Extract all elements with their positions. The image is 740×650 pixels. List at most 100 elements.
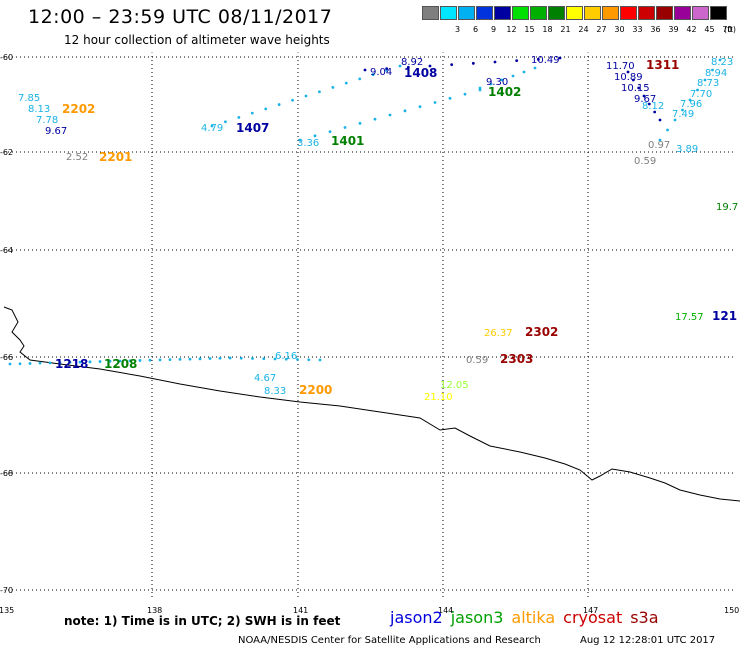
track-point bbox=[158, 358, 162, 362]
track-point bbox=[448, 96, 452, 100]
track-point bbox=[642, 94, 646, 98]
track-point bbox=[515, 59, 519, 63]
lat-tick-label: -68 bbox=[0, 469, 13, 478]
color-scale-swatch bbox=[530, 6, 547, 20]
track-point bbox=[363, 68, 367, 72]
lat-tick-label: -62 bbox=[0, 148, 13, 157]
track-point bbox=[666, 128, 669, 132]
pass-time-label: 2200 bbox=[299, 383, 332, 397]
wave-height-value: 7.96 bbox=[680, 99, 702, 110]
track-point bbox=[428, 64, 432, 68]
color-scale-label: 36 bbox=[650, 25, 661, 34]
track-point bbox=[218, 356, 222, 360]
track-point bbox=[108, 359, 112, 363]
color-scale-label: 24 bbox=[578, 25, 589, 34]
color-scale-swatch bbox=[494, 6, 511, 20]
track-point bbox=[703, 78, 707, 82]
wave-height-value: 17.57 bbox=[675, 312, 704, 323]
pass-time-label: 1408 bbox=[404, 66, 437, 80]
track-point bbox=[398, 64, 402, 68]
color-scale-swatch bbox=[710, 6, 727, 20]
track-point bbox=[711, 68, 714, 72]
track-point bbox=[696, 88, 699, 92]
pass-time-label: 2202 bbox=[62, 102, 95, 116]
track-point bbox=[304, 94, 308, 98]
track-point bbox=[273, 357, 277, 361]
track-point bbox=[224, 120, 227, 124]
track-point bbox=[681, 108, 684, 112]
wave-height-value: 9.67 bbox=[45, 126, 67, 137]
pass-time-label: 2201 bbox=[99, 150, 132, 164]
lon-tick-label: 147 bbox=[583, 606, 598, 615]
color-scale-swatch bbox=[692, 6, 709, 20]
legend-item-altika: altika bbox=[511, 608, 556, 627]
track-point bbox=[343, 126, 347, 129]
wave-height-value: 10.15 bbox=[621, 83, 650, 94]
lat-tick-label: -60 bbox=[0, 53, 13, 62]
wave-height-value: 8.13 bbox=[28, 104, 50, 115]
lon-tick-label: 138 bbox=[147, 606, 162, 615]
wave-height-value: 0.59 bbox=[634, 156, 656, 167]
track-point bbox=[38, 361, 42, 365]
track-point bbox=[138, 359, 142, 362]
track-point bbox=[653, 110, 657, 114]
wave-height-value: 19.7 bbox=[716, 202, 738, 213]
track-point bbox=[28, 362, 32, 365]
color-scale-swatch bbox=[458, 6, 475, 20]
track-point bbox=[264, 107, 268, 111]
track-point bbox=[418, 105, 422, 109]
track-point bbox=[489, 82, 493, 86]
track-point bbox=[463, 92, 467, 96]
legend-item-s3a: s3a bbox=[630, 608, 659, 627]
color-scale-label: 3 bbox=[454, 25, 461, 34]
track-point bbox=[68, 360, 72, 364]
track-point bbox=[536, 57, 540, 61]
color-scale-swatch bbox=[512, 6, 529, 20]
satellite-tracks bbox=[8, 56, 722, 366]
track-point bbox=[318, 358, 322, 362]
track-point bbox=[208, 357, 212, 360]
color-scale-label: 42 bbox=[686, 25, 697, 34]
wave-height-value: 12.05 bbox=[440, 380, 469, 391]
color-scale-unit: (ft) bbox=[723, 25, 737, 34]
wave-height-value: 11.70 bbox=[606, 61, 635, 72]
track-point bbox=[658, 138, 662, 142]
wave-height-value: 10.49 bbox=[531, 55, 560, 66]
wave-height-value: 2.52 bbox=[66, 152, 88, 163]
wave-height-value: 7.49 bbox=[672, 109, 694, 120]
map-frame bbox=[3, 51, 737, 601]
color-scale-label: 70 bbox=[722, 25, 733, 34]
footnote: note: 1) Time is in UTC; 2) SWH is in fe… bbox=[64, 614, 341, 628]
track-point bbox=[433, 101, 437, 104]
track-point bbox=[296, 358, 299, 361]
wave-height-value: 8.94 bbox=[705, 68, 727, 79]
track-point bbox=[228, 356, 232, 360]
wave-height-value: 4.79 bbox=[201, 123, 223, 134]
color-scale-label: 27 bbox=[596, 25, 607, 34]
track-point bbox=[358, 77, 362, 81]
pass-time-label: 1401 bbox=[331, 134, 364, 148]
color-scale-swatch bbox=[656, 6, 673, 20]
wave-height-value: 6.16 bbox=[275, 351, 297, 362]
track-point bbox=[478, 86, 482, 90]
lon-tick-label: 150 bbox=[724, 606, 739, 615]
track-point bbox=[178, 357, 182, 361]
track-point bbox=[500, 78, 504, 82]
color-scale-label: 30 bbox=[614, 25, 625, 34]
track-point bbox=[478, 88, 482, 92]
wave-height-value: 4.67 bbox=[254, 373, 276, 384]
legend-item-cryosat: cryosat bbox=[563, 608, 623, 627]
legend-item-jason3: jason3 bbox=[450, 608, 504, 627]
color-scale-label: 39 bbox=[668, 25, 679, 34]
track-point bbox=[88, 360, 92, 364]
satellite-legend: jason2 jason3 altika cryosat s3a bbox=[390, 608, 667, 627]
color-scale-swatch bbox=[602, 6, 619, 20]
wave-height-value: 8.12 bbox=[642, 101, 664, 112]
pass-time-label: 1311 bbox=[646, 58, 679, 72]
track-point bbox=[331, 86, 335, 89]
lon-tick-label: 135 bbox=[0, 606, 14, 615]
color-scale-label: 45 bbox=[704, 25, 715, 34]
track-point bbox=[637, 86, 641, 90]
color-scale-swatch bbox=[620, 6, 637, 20]
wave-height-value: 0.97 bbox=[648, 140, 670, 151]
